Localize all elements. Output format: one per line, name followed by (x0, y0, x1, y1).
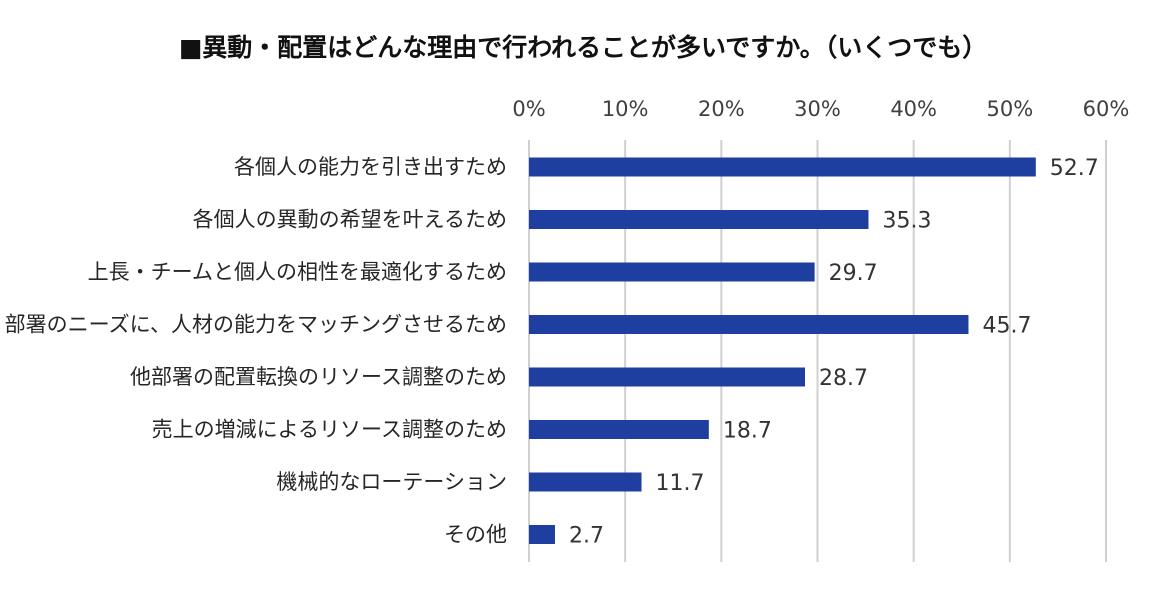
chart-title: ■異動・配置はどんな理由で行われることが多いですか。（いくつでも） (179, 33, 988, 62)
x-tick-label: 60% (1083, 97, 1130, 121)
value-labels: 52.7 35.3 29.7 45.7 28.7 18.7 11.7 2.7 (569, 156, 1099, 549)
bar (529, 367, 805, 387)
x-tick-label: 10% (602, 97, 649, 121)
x-tick-label: 40% (890, 97, 937, 121)
category-label: 各個人の能力を引き出すため (234, 155, 507, 179)
bar (529, 525, 555, 544)
data-label: 52.7 (1050, 156, 1099, 181)
bar (529, 420, 709, 439)
data-label: 18.7 (723, 419, 772, 444)
bar (529, 315, 969, 334)
x-tick-label: 20% (698, 97, 745, 121)
tick-labels: 0% 10% 20% 30% 40% 50% 60% (512, 97, 1129, 121)
bars (529, 157, 1036, 544)
x-tick-label: 50% (986, 97, 1033, 121)
bar (529, 262, 815, 282)
bar (529, 157, 1036, 177)
x-tick-label: 0% (512, 97, 545, 121)
category-label: 売上の増減によるリソース調整のため (152, 418, 507, 442)
data-label: 2.7 (569, 524, 604, 549)
bar (529, 210, 869, 229)
category-label: 機械的なローテーション (276, 470, 507, 494)
category-label: 上長・チームと個人の相性を最適化するため (88, 260, 507, 284)
category-label: 他部署の配置転換のリソース調整のため (130, 365, 507, 389)
category-label: その他 (444, 523, 507, 547)
data-label: 28.7 (819, 366, 868, 391)
category-label: 各個人の異動の希望を叶えるため (193, 208, 507, 232)
grid-layer (528, 140, 1107, 562)
data-label: 45.7 (982, 314, 1031, 339)
x-tick-label: 30% (794, 97, 841, 121)
data-label: 29.7 (829, 261, 878, 286)
category-labels: 各個人の能力を引き出すため各個人の異動の希望を叶えるため上長・チームと個人の相性… (5, 155, 507, 547)
category-label: 部署のニーズに、人材の能力をマッチングさせるため (5, 313, 507, 337)
data-label: 11.7 (656, 471, 705, 496)
data-label: 35.3 (882, 209, 931, 234)
bar (529, 472, 642, 492)
